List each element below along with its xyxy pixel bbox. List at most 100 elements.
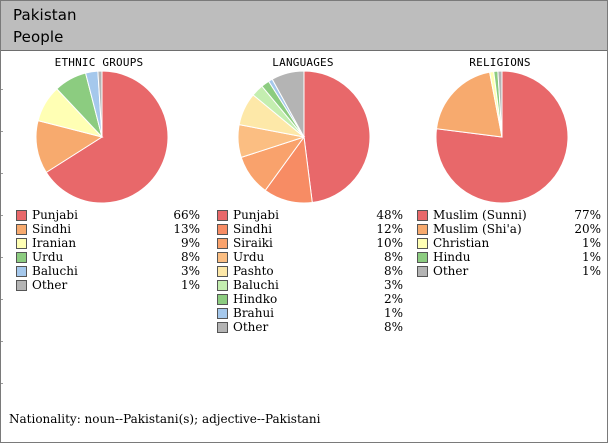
legend-row: Urdu 8%: [16, 250, 200, 264]
pie-slice-punjabi: [45, 70, 169, 204]
legend-row: Other 1%: [16, 278, 200, 292]
legend-value: 48%: [376, 208, 403, 222]
legend-row: Hindu 1%: [417, 250, 601, 264]
legend-row: Punjabi 66%: [16, 208, 200, 222]
legend-value: 1%: [581, 236, 601, 250]
legend-value: 13%: [173, 222, 200, 236]
languages-pie: [237, 70, 371, 204]
legend-swatch: [217, 266, 228, 277]
legend-value: 1%: [581, 250, 601, 264]
legend-label: Other: [433, 264, 469, 278]
left-rule: [1, 215, 3, 216]
legend-row: Punjabi 48%: [217, 208, 403, 222]
legend-value: 8%: [180, 250, 200, 264]
legend-swatch: [217, 224, 228, 235]
legend-value: 12%: [376, 222, 403, 236]
legend-value: 8%: [383, 320, 403, 334]
legend-label: Brahui: [233, 306, 275, 320]
country-title: Pakistan: [13, 6, 77, 24]
legend-row: Urdu 8%: [217, 250, 403, 264]
legend-swatch: [217, 308, 228, 319]
legend-value: 77%: [574, 208, 601, 222]
legend-swatch: [217, 238, 228, 249]
legend-label: Punjabi: [32, 208, 78, 222]
legend-value: 9%: [180, 236, 200, 250]
legend-row: Other 8%: [217, 320, 403, 334]
religions-title: RELIGIONS: [469, 56, 531, 69]
legend-label: Sindhi: [32, 222, 72, 236]
legend-label: Hindko: [233, 292, 278, 306]
pie-slice-other: [97, 70, 103, 138]
legend-label: Christian: [433, 236, 490, 250]
nationality-note: Nationality: noun--Pakistani(s); adjecti…: [9, 412, 321, 426]
left-rule: [1, 89, 3, 90]
legend-swatch: [417, 252, 428, 263]
legend-row: Pashto 8%: [217, 264, 403, 278]
legend-label: Hindu: [433, 250, 471, 264]
legend-swatch: [417, 224, 428, 235]
left-rule: [1, 341, 3, 342]
religions-pie: [435, 70, 569, 204]
ethnic-groups-pie: [35, 70, 169, 204]
legend-row: Other 1%: [417, 264, 601, 278]
languages-title: LANGUAGES: [272, 56, 334, 69]
legend-row: Iranian 9%: [16, 236, 200, 250]
legend-label: Other: [233, 320, 269, 334]
legend-label: Baluchi: [233, 278, 279, 292]
legend-value: 3%: [180, 264, 200, 278]
legend-value: 1%: [581, 264, 601, 278]
legend-swatch: [217, 210, 228, 221]
legend-label: Baluchi: [32, 264, 78, 278]
left-rule: [1, 383, 3, 384]
legend-swatch: [16, 238, 27, 249]
ethnic-groups-title: ETHNIC GROUPS: [54, 56, 144, 69]
legend-value: 3%: [383, 278, 403, 292]
legend-value: 1%: [180, 278, 200, 292]
legend-swatch: [417, 238, 428, 249]
legend-label: Siraiki: [233, 236, 273, 250]
legend-value: 10%: [376, 236, 403, 250]
legend-row: Muslim (Sunni) 77%: [417, 208, 601, 222]
legend-swatch: [16, 280, 27, 291]
legend-row: Baluchi 3%: [16, 264, 200, 278]
legend-swatch: [16, 210, 27, 221]
legend-label: Iranian: [32, 236, 77, 250]
legend-row: Hindko 2%: [217, 292, 403, 306]
left-rule: [1, 131, 3, 132]
legend-swatch: [16, 266, 27, 277]
legend-row: Siraiki 10%: [217, 236, 403, 250]
legend-label: Sindhi: [233, 222, 273, 236]
legend-row: Muslim (Shi'a) 20%: [417, 222, 601, 236]
legend-swatch: [417, 210, 428, 221]
left-rule: [1, 299, 3, 300]
pie-slice-muslim-sunni: [435, 70, 569, 204]
title-bar: Pakistan People: [1, 1, 607, 51]
legend-row: Brahui 1%: [217, 306, 403, 320]
legend-label: Other: [32, 278, 68, 292]
legend-value: 20%: [574, 222, 601, 236]
legend-label: Urdu: [233, 250, 265, 264]
legend-label: Urdu: [32, 250, 64, 264]
legend-value: 8%: [383, 264, 403, 278]
legend-value: 2%: [383, 292, 403, 306]
pie-slice-punjabi: [303, 70, 371, 204]
legend-row: Baluchi 3%: [217, 278, 403, 292]
legend-row: Sindhi 13%: [16, 222, 200, 236]
legend-swatch: [16, 224, 27, 235]
pie-slice-muslim-shi-a: [435, 71, 503, 138]
legend-label: Pashto: [233, 264, 274, 278]
section-title: People: [13, 28, 64, 46]
legend-swatch: [16, 252, 27, 263]
legend-swatch: [217, 322, 228, 333]
legend-label: Muslim (Shi'a): [433, 222, 522, 236]
legend-value: 66%: [173, 208, 200, 222]
legend-label: Muslim (Sunni): [433, 208, 527, 222]
left-rule: [1, 173, 3, 174]
legend-swatch: [417, 266, 428, 277]
legend-row: Sindhi 12%: [217, 222, 403, 236]
pie-slice-other: [497, 70, 503, 138]
legend-swatch: [217, 294, 228, 305]
legend-row: Christian 1%: [417, 236, 601, 250]
legend-label: Punjabi: [233, 208, 279, 222]
